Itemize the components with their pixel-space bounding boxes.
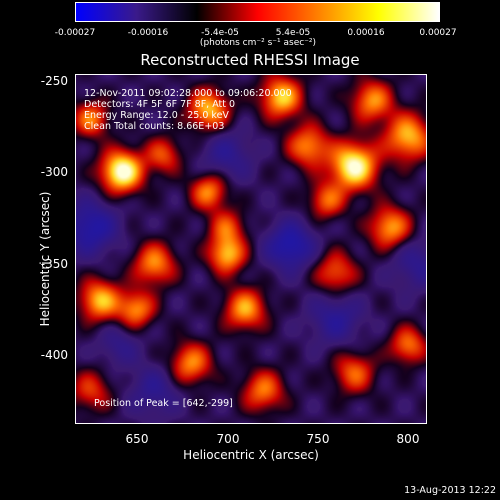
- x-tick-label: 750: [306, 432, 330, 446]
- x-axis-label: Heliocentric X (arcsec): [183, 448, 319, 462]
- peak-position-annotation: Position of Peak = [642,-299]: [94, 398, 233, 409]
- x-tick-label: 800: [396, 432, 420, 446]
- y-tick-label: -400: [40, 348, 68, 362]
- colorbar-tick: 0.00016: [347, 28, 385, 38]
- plot-timestamp: 13-Aug-2013 12:22: [404, 485, 496, 496]
- time-range-annotation: 12-Nov-2011 09:02:28.000 to 09:06:20.000: [84, 88, 292, 99]
- detectors-annotation: Detectors: 4F 5F 6F 7F 8F, Att 0: [84, 99, 236, 110]
- colorbar: [75, 2, 440, 22]
- y-tick-label: -300: [40, 165, 68, 179]
- colorbar-tick: 5.4e-05: [275, 28, 311, 38]
- heatmap-image: [76, 75, 426, 423]
- y-tick-label: -350: [40, 257, 68, 271]
- clean-annotation: Clean Total counts: 8.66E+03: [84, 121, 225, 132]
- colorbar-tick: -5.4e-05: [201, 28, 239, 38]
- y-axis-label: Heliocentric Y (arcsec): [38, 191, 52, 327]
- colorbar-tick: -0.00016: [127, 28, 169, 38]
- y-tick-label: -250: [40, 74, 68, 88]
- x-tick-label: 700: [216, 432, 240, 446]
- x-tick-label: 650: [125, 432, 149, 446]
- colorbar-tick: 0.00027: [419, 28, 457, 38]
- energy-annotation: Energy Range: 12.0 - 25.0 keV: [84, 110, 229, 121]
- colorbar-unit-label: (photons cm⁻² s⁻¹ asec⁻²): [199, 38, 317, 48]
- colorbar-tick: -0.00027: [54, 28, 96, 38]
- chart-title: Reconstructed RHESSI Image: [140, 51, 360, 69]
- plot-area: 12-Nov-2011 09:02:28.000 to 09:06:20.000…: [75, 74, 427, 424]
